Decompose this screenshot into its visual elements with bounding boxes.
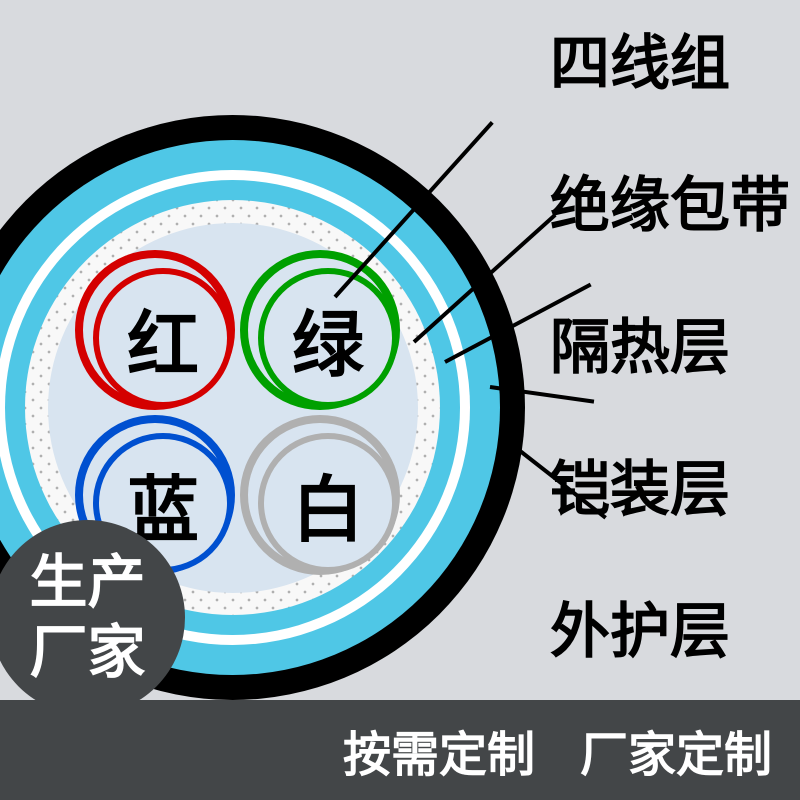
diagram-container: 红 绿 蓝 白 四线组 绝缘包带 隔热层 铠装层 外护层 生产 厂家 — [0, 0, 800, 800]
wire-white: 白 — [240, 415, 400, 575]
wire-label-red: 红 — [127, 286, 199, 391]
label-thermal: 隔热层 — [550, 299, 790, 386]
wire-white-inner: 白 — [258, 433, 398, 573]
wire-label-white: 白 — [292, 451, 364, 556]
bottom-bar: 按需定制 厂家定制 — [0, 700, 800, 800]
badge-line2: 厂家 — [29, 618, 145, 688]
bottom-text-2: 厂家定制 — [580, 715, 772, 785]
wire-red: 红 — [75, 250, 235, 410]
layer-labels: 四线组 绝缘包带 隔热层 铠装层 外护层 — [550, 15, 790, 725]
wire-red-inner: 红 — [93, 268, 233, 408]
label-insulation: 绝缘包带 — [550, 157, 790, 244]
wire-green-inner: 绿 — [258, 268, 398, 408]
badge-line1: 生产 — [29, 548, 145, 618]
bottom-text-1: 按需定制 — [343, 715, 535, 785]
label-armor: 铠装层 — [550, 441, 790, 528]
label-quad: 四线组 — [550, 15, 790, 102]
wire-label-green: 绿 — [292, 286, 364, 391]
wire-green: 绿 — [240, 250, 400, 410]
label-outer: 外护层 — [550, 583, 790, 670]
